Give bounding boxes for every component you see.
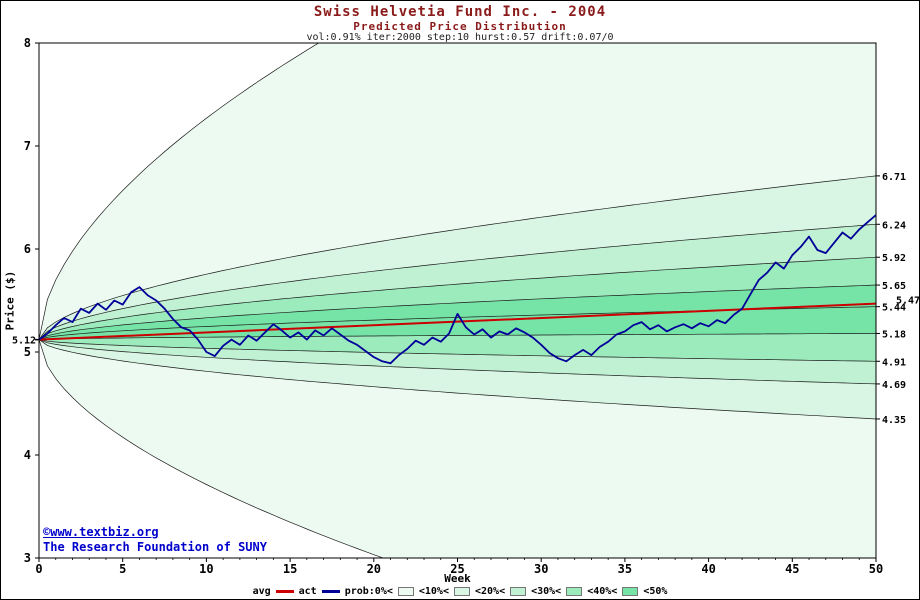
- legend-avg-label: avg: [252, 586, 271, 597]
- legend-prob-label-1: <10%<: [418, 586, 449, 597]
- legend-band-chip-20pct: [453, 587, 470, 596]
- x-tick-label: 10: [199, 562, 213, 576]
- probability-band: [39, 175, 876, 340]
- band-boundary-line: [39, 333, 876, 340]
- y-tick-label: 6: [24, 242, 31, 256]
- chart-subtitle: Predicted Price Distribution: [353, 20, 567, 33]
- legend-band-chip-40pct: [566, 587, 583, 596]
- band-boundary-line: [39, 284, 876, 340]
- y-tick-label: 5: [24, 345, 31, 359]
- watermark-org: The Research Foundation of SUNY: [43, 540, 267, 554]
- legend-prob-label-2: <20%<: [474, 586, 506, 597]
- x-axis-label: Week: [444, 572, 471, 585]
- x-tick-label: 5: [119, 562, 126, 576]
- band-boundary-line: [39, 175, 876, 340]
- start-price-label: 5.12: [12, 336, 36, 347]
- legend-act-line-swatch: [321, 590, 340, 593]
- x-tick-label: 40: [701, 562, 715, 576]
- right-axis-label: 5.92: [882, 253, 906, 264]
- band-boundary-line: [39, 339, 385, 558]
- x-tick-label: 45: [785, 562, 799, 576]
- probability-band: [39, 43, 876, 340]
- legend: avg act prob:0%< <10%< <20%< <30%< <40%<…: [1, 586, 919, 597]
- legend-band-chip-10pct: [397, 587, 414, 596]
- legend-prob-label-0: prob:0%<: [344, 586, 393, 597]
- x-tick-label: 25: [450, 562, 464, 576]
- right-axis-label: 4.91: [882, 357, 906, 368]
- x-tick-label: 50: [869, 562, 883, 576]
- right-axis-label: 5.44: [882, 303, 906, 314]
- x-tick-label: 0: [35, 562, 42, 576]
- actual-price-line: [39, 214, 876, 365]
- x-tick-label: 35: [618, 562, 632, 576]
- y-tick-label: 8: [24, 36, 31, 50]
- right-axis-label: 4.69: [882, 380, 906, 391]
- band-boundary-line: [39, 223, 876, 340]
- legend-prob-label-4: <40%<: [587, 586, 618, 597]
- x-tick-label: 15: [283, 562, 297, 576]
- right-axis-label: 6.71: [882, 172, 906, 183]
- band-boundary-line: [39, 256, 876, 340]
- avg-end-price-label: 5.47: [896, 296, 920, 307]
- band-boundary-line: [39, 339, 876, 362]
- probability-band: [39, 333, 876, 362]
- legend-band-chip-50pct: [622, 587, 639, 596]
- probability-band: [39, 285, 876, 340]
- watermark: ©www.textbiz.org The Research Foundation…: [43, 525, 267, 555]
- band-boundary-line: [39, 339, 876, 420]
- right-axis-label: 5.18: [882, 329, 906, 340]
- probability-band: [39, 224, 876, 340]
- y-tick-label: 3: [24, 551, 31, 565]
- right-axis-label: 5.65: [882, 281, 906, 292]
- probability-band: [39, 339, 876, 419]
- probability-band: [39, 339, 876, 558]
- right-axis-label: 4.35: [882, 415, 906, 426]
- band-boundary-line: [39, 339, 876, 385]
- right-axis-label: 6.24: [882, 220, 906, 231]
- avg-line: [39, 302, 876, 341]
- probability-band: [39, 257, 876, 340]
- legend-band-chip-30pct: [510, 587, 527, 596]
- x-tick-label: 30: [534, 562, 548, 576]
- band-boundary-line: [39, 43, 320, 340]
- x-tick-label: 20: [367, 562, 381, 576]
- y-axis-label: Price ($): [3, 270, 17, 331]
- legend-prob-label-5: <50%: [643, 586, 668, 597]
- watermark-url-link[interactable]: ©www.textbiz.org: [43, 525, 159, 539]
- probability-band: [39, 339, 876, 384]
- legend-avg-line-swatch: [275, 590, 294, 593]
- y-tick-label: 4: [24, 448, 31, 462]
- legend-act-label: act: [298, 586, 317, 597]
- y-tick-label: 7: [24, 139, 31, 153]
- chart-title: Swiss Helvetia Fund Inc. - 2004: [313, 4, 607, 20]
- legend-prob-label-3: <30%<: [531, 586, 562, 597]
- chart-params-line: vol:0.91% iter:2000 step:10 hurst:0.57 d…: [306, 32, 614, 43]
